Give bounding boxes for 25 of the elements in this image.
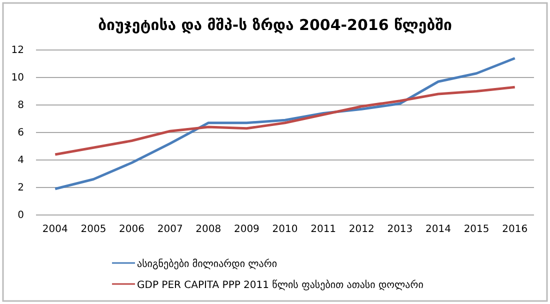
y-tick-label: 12 [11,45,24,56]
x-tick-label: 2009 [234,224,260,236]
x-tick-label: 2008 [196,224,222,236]
y-tick-label: 6 [18,128,24,139]
y-tick-label: 10 [11,72,24,84]
x-tick-label: 2016 [502,224,528,236]
x-tick-label: 2007 [157,224,183,236]
x-tick-label: 2010 [272,224,298,236]
x-tick-label: 2005 [80,224,106,236]
x-tick-label: 2006 [119,224,144,236]
x-tick-label: 2004 [42,224,68,236]
y-tick-label: 4 [18,155,24,166]
line-series [54,57,516,190]
x-tick-label: 2013 [387,224,413,236]
legend-label: ასიგნებები მილიარდი ლარი [137,258,278,270]
y-tick-label: 2 [18,182,24,194]
x-tick-label: 2012 [348,224,374,236]
chart-title: ბიუჯეტისა და მშპ-ს ზრდა 2004-2016 წლებში [98,16,452,34]
x-tick-label: 2011 [310,224,336,236]
legend-label: GDP PER CAPITA PPP 2011 წლის ფასებით ათასი დოლარი [137,279,424,291]
x-tick-label: 2015 [464,224,490,236]
x-tick-label: 2014 [426,224,451,236]
y-tick-label: 0 [18,210,24,222]
line-series [54,86,516,156]
y-tick-label: 8 [18,100,24,112]
